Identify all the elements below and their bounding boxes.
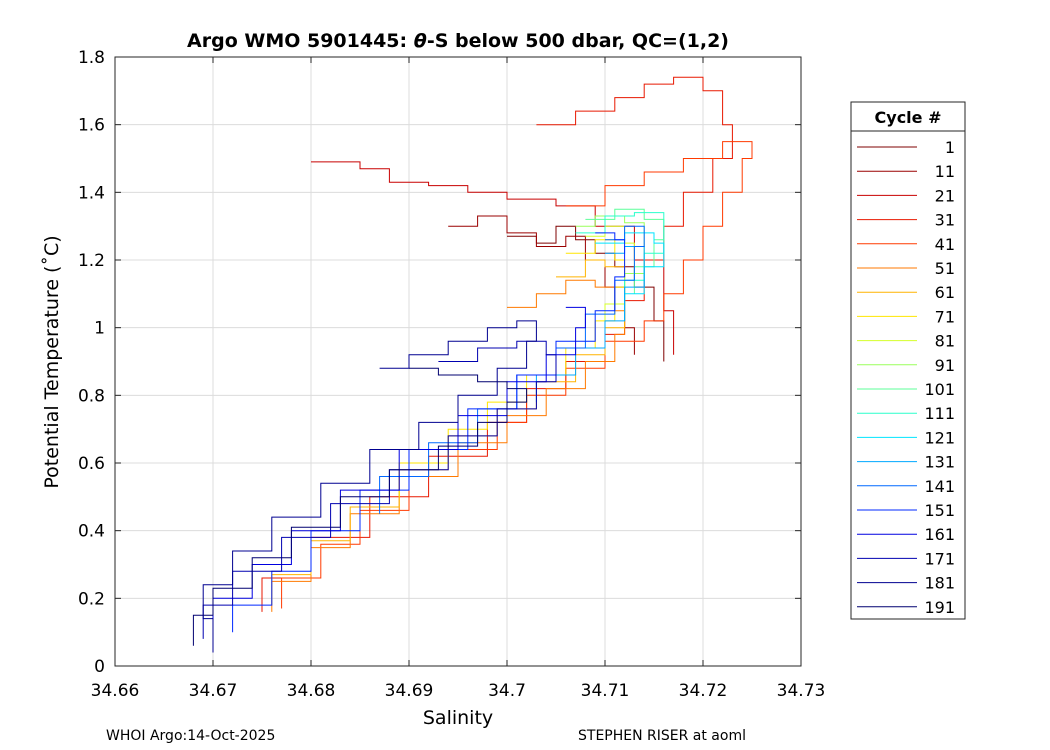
x-tick-label: 34.69 xyxy=(385,681,434,701)
title-theta: θ xyxy=(414,30,427,52)
y-tick-label: 1.8 xyxy=(78,48,105,68)
series-line-cycle-171 xyxy=(202,340,557,639)
legend-title: Cycle # xyxy=(875,108,942,127)
x-tick-label: 34.72 xyxy=(679,681,728,701)
y-axis-ticks: 0 0.2 0.4 0.6 0.8 1 1.2 1.4 1.6 1.8 xyxy=(78,48,801,677)
x-tick-label: 34.7 xyxy=(488,681,526,701)
legend-label: 81 xyxy=(935,332,955,351)
legend-label: 71 xyxy=(935,307,955,326)
legend-label: 1 xyxy=(945,138,955,157)
legend-label: 11 xyxy=(935,162,955,181)
footer-left: WHOI Argo:14-Oct-2025 xyxy=(106,728,275,744)
legend-label: 21 xyxy=(935,186,955,205)
y-tick-label: 1.6 xyxy=(78,116,105,136)
y-axis-label: Potential Temperature (˚C) xyxy=(41,235,63,488)
series-line-cycle-181 xyxy=(202,320,537,653)
y-tick-label: 0.2 xyxy=(78,589,105,609)
series-line-cycle-161 xyxy=(212,306,586,626)
y-tick-label: 0 xyxy=(94,657,105,677)
y-tick-label: 0.6 xyxy=(78,454,105,474)
y-tick-label: 1.2 xyxy=(78,251,105,271)
legend-label: 121 xyxy=(924,428,955,447)
x-axis-label: Salinity xyxy=(423,707,493,729)
footer-right: STEPHEN RISER at aoml xyxy=(578,728,746,744)
legend-label: 161 xyxy=(924,525,955,544)
legend-label: 181 xyxy=(924,574,955,593)
x-axis-ticks: 34.66 34.67 34.68 34.69 34.7 34.71 34.72 34.73 xyxy=(91,57,826,701)
legend-label: 61 xyxy=(935,283,955,302)
series-layer xyxy=(192,76,753,653)
y-tick-label: 0.4 xyxy=(78,522,105,542)
legend-label: 31 xyxy=(935,211,955,230)
y-tick-label: 1 xyxy=(94,319,105,339)
legend-label: 141 xyxy=(924,477,955,496)
legend-label: 91 xyxy=(935,356,955,375)
series-line-cycle-131 xyxy=(535,246,645,403)
chart-title: Argo WMO 5901445: θ-S below 500 dbar, QC… xyxy=(187,30,729,52)
title-prefix: Argo WMO 5901445: xyxy=(187,30,414,52)
x-tick-label: 34.68 xyxy=(287,681,336,701)
legend-label: 131 xyxy=(924,453,955,472)
legend-label: 111 xyxy=(924,404,955,423)
x-tick-label: 34.71 xyxy=(581,681,630,701)
legend-label: 151 xyxy=(924,501,955,520)
title-suffix: -S below 500 dbar, QC=(1,2) xyxy=(427,30,729,52)
legend-entries: 1112131415161718191101111121131141151161… xyxy=(857,138,955,617)
series-line-cycle-191 xyxy=(192,367,528,646)
legend-label: 171 xyxy=(924,549,955,568)
x-tick-label: 34.66 xyxy=(91,681,140,701)
series-line-cycle-141 xyxy=(379,225,645,514)
legend-label: 41 xyxy=(935,235,955,254)
legend-label: 101 xyxy=(924,380,955,399)
x-tick-label: 34.73 xyxy=(777,681,826,701)
series-line-cycle-111 xyxy=(575,212,665,308)
legend-label: 191 xyxy=(924,598,955,617)
legend-box xyxy=(850,101,966,620)
y-tick-label: 0.8 xyxy=(78,386,105,406)
axes-box xyxy=(114,56,802,667)
legend: Cycle # 11121314151617181911011111211311… xyxy=(850,101,966,620)
legend-label: 51 xyxy=(935,259,955,278)
y-tick-label: 1.4 xyxy=(78,183,105,203)
x-tick-label: 34.67 xyxy=(189,681,238,701)
